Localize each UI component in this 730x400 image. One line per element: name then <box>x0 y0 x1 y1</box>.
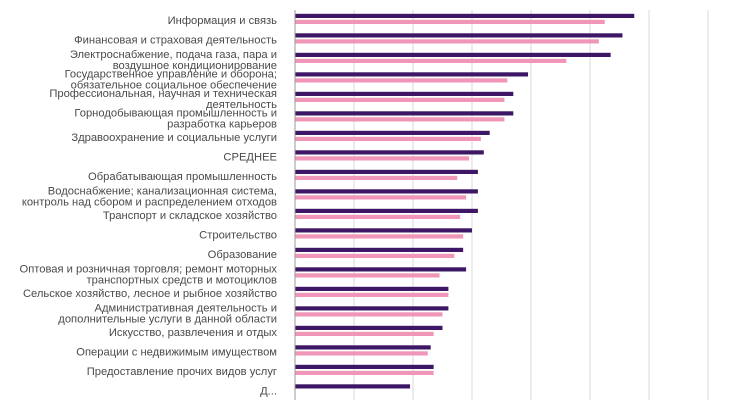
bar-series0-12 <box>295 247 464 252</box>
category-label-15: Административная деятельность и дополните… <box>58 303 277 326</box>
category-label-8-line-0: Обрабатывающая промышленность <box>88 171 277 183</box>
category-label-10-line-0: Транспорт и складское хозяйство <box>103 210 277 222</box>
category-label-1: Финансовая и страховая деятельность <box>74 35 277 47</box>
bar-series1-10 <box>295 214 461 219</box>
bar-series1-17 <box>295 351 428 356</box>
bar-series1-3 <box>295 78 508 83</box>
category-label-3-line-1: обязательное социальное обеспечение <box>71 80 277 92</box>
bar-series1-1 <box>295 39 599 44</box>
bar-series1-7 <box>295 156 470 161</box>
gridlines <box>353 10 709 400</box>
category-label-3: Государственное управление и оборона; обя… <box>65 69 277 92</box>
category-label-4-line-1: деятельность <box>206 99 277 111</box>
bar-series1-4 <box>295 97 505 102</box>
category-label-4-line-0: Профессиональная, научная и техническая <box>49 88 277 100</box>
category-label-0: Информация и связь <box>168 15 278 27</box>
category-label-7: СРЕДНЕЕ <box>223 152 277 164</box>
category-label-13-line-1: транспортных средств и мотоциклов <box>87 275 278 287</box>
category-label-6: Здравоохранение и социальные услуги <box>71 132 277 144</box>
bar-series0-6 <box>295 130 490 135</box>
category-label-5-line-1: разработка карьеров <box>167 119 277 131</box>
bar-series0-11 <box>295 228 472 233</box>
category-label-2-line-1: воздушное кондиционирование <box>113 60 277 72</box>
bar-series1-12 <box>295 253 455 258</box>
category-label-11: Строительство <box>199 230 277 242</box>
category-label-4: Профессиональная, научная и техническая д… <box>49 88 277 111</box>
bar-series1-2 <box>295 58 567 63</box>
category-label-16-line-0: Искусство, развлечения и отдых <box>109 327 278 339</box>
category-label-2: Электроснабжение, подача газа, пара и воз… <box>70 49 277 72</box>
category-label-7-line-0: СРЕДНЕЕ <box>223 152 277 164</box>
bar-series0-4 <box>295 91 514 96</box>
category-label-9: Водоснабжение; канализационная система, к… <box>22 186 277 209</box>
category-label-12: Образование <box>208 249 277 261</box>
bar-series0-3 <box>295 72 529 77</box>
bar-series0-16 <box>295 325 443 330</box>
category-labels: Информация и связь Финансовая и страховая… <box>20 15 278 398</box>
bar-series1-11 <box>295 234 464 239</box>
category-label-5-line-0: Горнодобывающая промышленность и <box>74 108 277 120</box>
category-label-2-line-0: Электроснабжение, подача газа, пара и <box>70 49 277 61</box>
category-label-10: Транспорт и складское хозяйство <box>103 210 277 222</box>
bar-series0-5 <box>295 111 514 116</box>
bar-series0-15 <box>295 306 449 311</box>
category-label-19-line-0: Д... <box>260 386 277 398</box>
category-label-9-line-0: Водоснабжение; канализационная система, <box>48 186 277 198</box>
bar-series0-14 <box>295 286 449 291</box>
bar-series0-9 <box>295 189 478 194</box>
category-label-18: Предоставление прочих видов услуг <box>87 366 277 378</box>
bar-series1-5 <box>295 117 505 122</box>
category-label-6-line-0: Здравоохранение и социальные услуги <box>71 132 277 144</box>
bar-series1-0 <box>295 19 605 24</box>
bar-series1-14 <box>295 292 449 297</box>
bar-series0-0 <box>295 13 635 18</box>
bar-series1-18 <box>295 370 434 375</box>
bar-series1-9 <box>295 195 467 200</box>
bar-series1-6 <box>295 136 481 141</box>
category-label-8: Обрабатывающая промышленность <box>88 171 277 183</box>
category-label-12-line-0: Образование <box>208 249 277 261</box>
category-label-15-line-1: дополнительные услуги в данной области <box>58 314 277 326</box>
bar-series0-2 <box>295 52 611 57</box>
category-label-14-line-0: Сельское хозяйство, лесное и рыбное хозя… <box>23 288 277 300</box>
category-label-15-line-0: Административная деятельность и <box>95 303 277 315</box>
bars <box>295 13 635 389</box>
bar-series1-13 <box>295 273 440 278</box>
category-label-9-line-1: контроль над сбором и распределением отх… <box>22 197 277 209</box>
category-label-11-line-0: Строительство <box>199 230 277 242</box>
category-label-0-line-0: Информация и связь <box>168 15 278 27</box>
category-label-1-line-0: Финансовая и страховая деятельность <box>74 35 277 47</box>
bar-series0-19 <box>295 384 411 389</box>
bar-series0-18 <box>295 364 434 369</box>
bar-series0-10 <box>295 208 478 213</box>
bar-series0-1 <box>295 33 623 38</box>
bar-series0-13 <box>295 267 467 272</box>
category-label-14: Сельское хозяйство, лесное и рыбное хозя… <box>23 288 277 300</box>
bar-series0-8 <box>295 169 478 174</box>
category-label-3-line-0: Государственное управление и оборона; <box>65 69 277 81</box>
bar-series1-8 <box>295 175 458 180</box>
category-label-16: Искусство, развлечения и отдых <box>109 327 278 339</box>
category-label-19: Д... <box>260 386 277 398</box>
bar-series0-7 <box>295 150 484 155</box>
category-label-17-line-0: Операции с недвижимым имуществом <box>76 347 277 359</box>
category-label-13-line-0: Оптовая и розничная торговля; ремонт мот… <box>20 264 278 276</box>
category-label-17: Операции с недвижимым имуществом <box>76 347 277 359</box>
category-label-13: Оптовая и розничная торговля; ремонт мот… <box>20 264 278 287</box>
category-label-18-line-0: Предоставление прочих видов услуг <box>87 366 277 378</box>
bar-series1-15 <box>295 312 443 317</box>
category-label-5: Горнодобывающая промышленность и разработ… <box>74 108 277 131</box>
bar-series0-17 <box>295 345 431 350</box>
bar-series1-16 <box>295 331 434 336</box>
